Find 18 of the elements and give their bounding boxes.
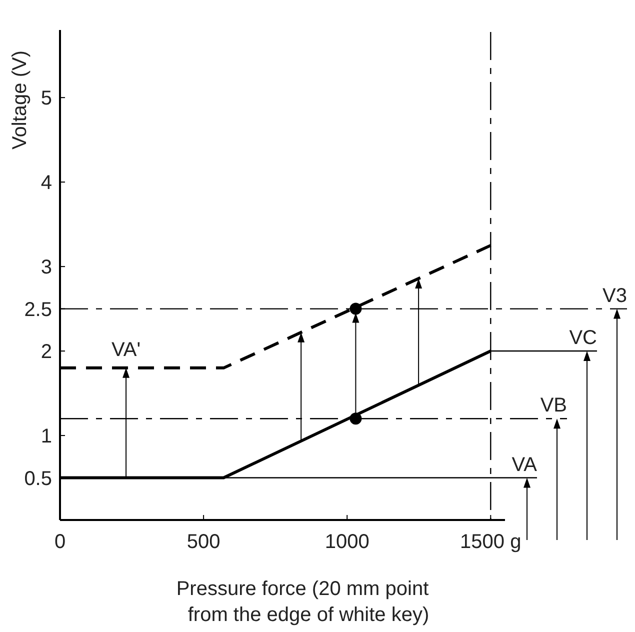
y-axis-title: Voltage (V) xyxy=(9,50,31,150)
x-tick-label: 500 xyxy=(186,531,220,553)
y-tick-label: 2.5 xyxy=(24,298,52,321)
y-tick-label: 4 xyxy=(40,172,52,194)
x-axis-title: Pressure force (20 mm point from the edge of white key) xyxy=(176,578,430,626)
x-tick-label: 1500 g xyxy=(460,531,522,553)
y-tick-label: 1 xyxy=(40,426,52,448)
y-tick-label: 2 xyxy=(40,341,52,364)
x-tick-label: 0 xyxy=(54,531,66,553)
annotation: VA' xyxy=(112,338,141,361)
ref-line-label: VC xyxy=(569,327,597,350)
ref-line-label: V3 xyxy=(602,284,627,307)
y-tick-label: 5 xyxy=(40,88,52,110)
ref-line-label: VB xyxy=(540,394,567,417)
y-tick-label: 0.5 xyxy=(24,468,52,490)
y-tick-label: 3 xyxy=(40,256,52,279)
ref-line-label: VA xyxy=(512,454,538,476)
x-tick-label: 1000 xyxy=(324,531,370,553)
